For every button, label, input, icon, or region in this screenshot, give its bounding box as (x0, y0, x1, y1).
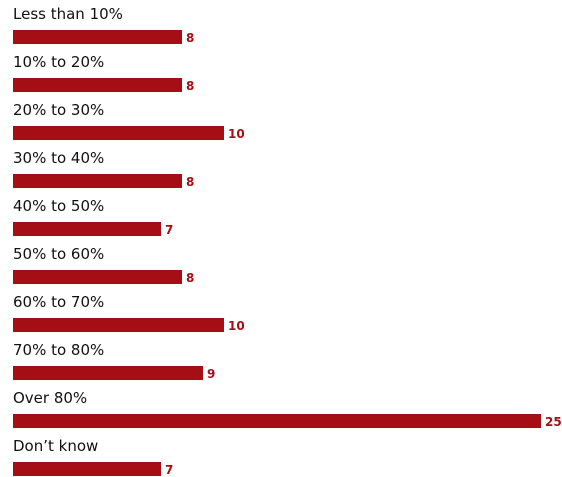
category-label: 70% to 80% (13, 341, 105, 359)
category-label: 20% to 30% (13, 101, 105, 119)
bar (13, 318, 224, 332)
value-label: 9 (207, 367, 216, 381)
bar (13, 78, 182, 92)
value-label: 25 (545, 415, 562, 429)
category-label: 60% to 70% (13, 293, 105, 311)
bar (13, 126, 224, 140)
value-label: 10 (228, 319, 245, 333)
category-label: Over 80% (13, 389, 88, 407)
value-label: 8 (186, 175, 195, 189)
bar (13, 30, 182, 44)
value-label: 7 (165, 463, 174, 477)
value-label: 10 (228, 127, 245, 141)
bar (13, 366, 203, 380)
bar (13, 270, 182, 284)
category-label: 40% to 50% (13, 197, 105, 215)
value-label: 7 (165, 223, 174, 237)
bar (13, 462, 161, 476)
bar (13, 222, 161, 236)
bar (13, 414, 541, 428)
value-label: 8 (186, 271, 195, 285)
value-label: 8 (186, 31, 195, 45)
category-label: 50% to 60% (13, 245, 105, 263)
value-label: 8 (186, 79, 195, 93)
bar (13, 174, 182, 188)
category-label: 30% to 40% (13, 149, 105, 167)
category-label: Don’t know (13, 437, 99, 455)
category-label: Less than 10% (13, 5, 123, 23)
category-label: 10% to 20% (13, 53, 105, 71)
